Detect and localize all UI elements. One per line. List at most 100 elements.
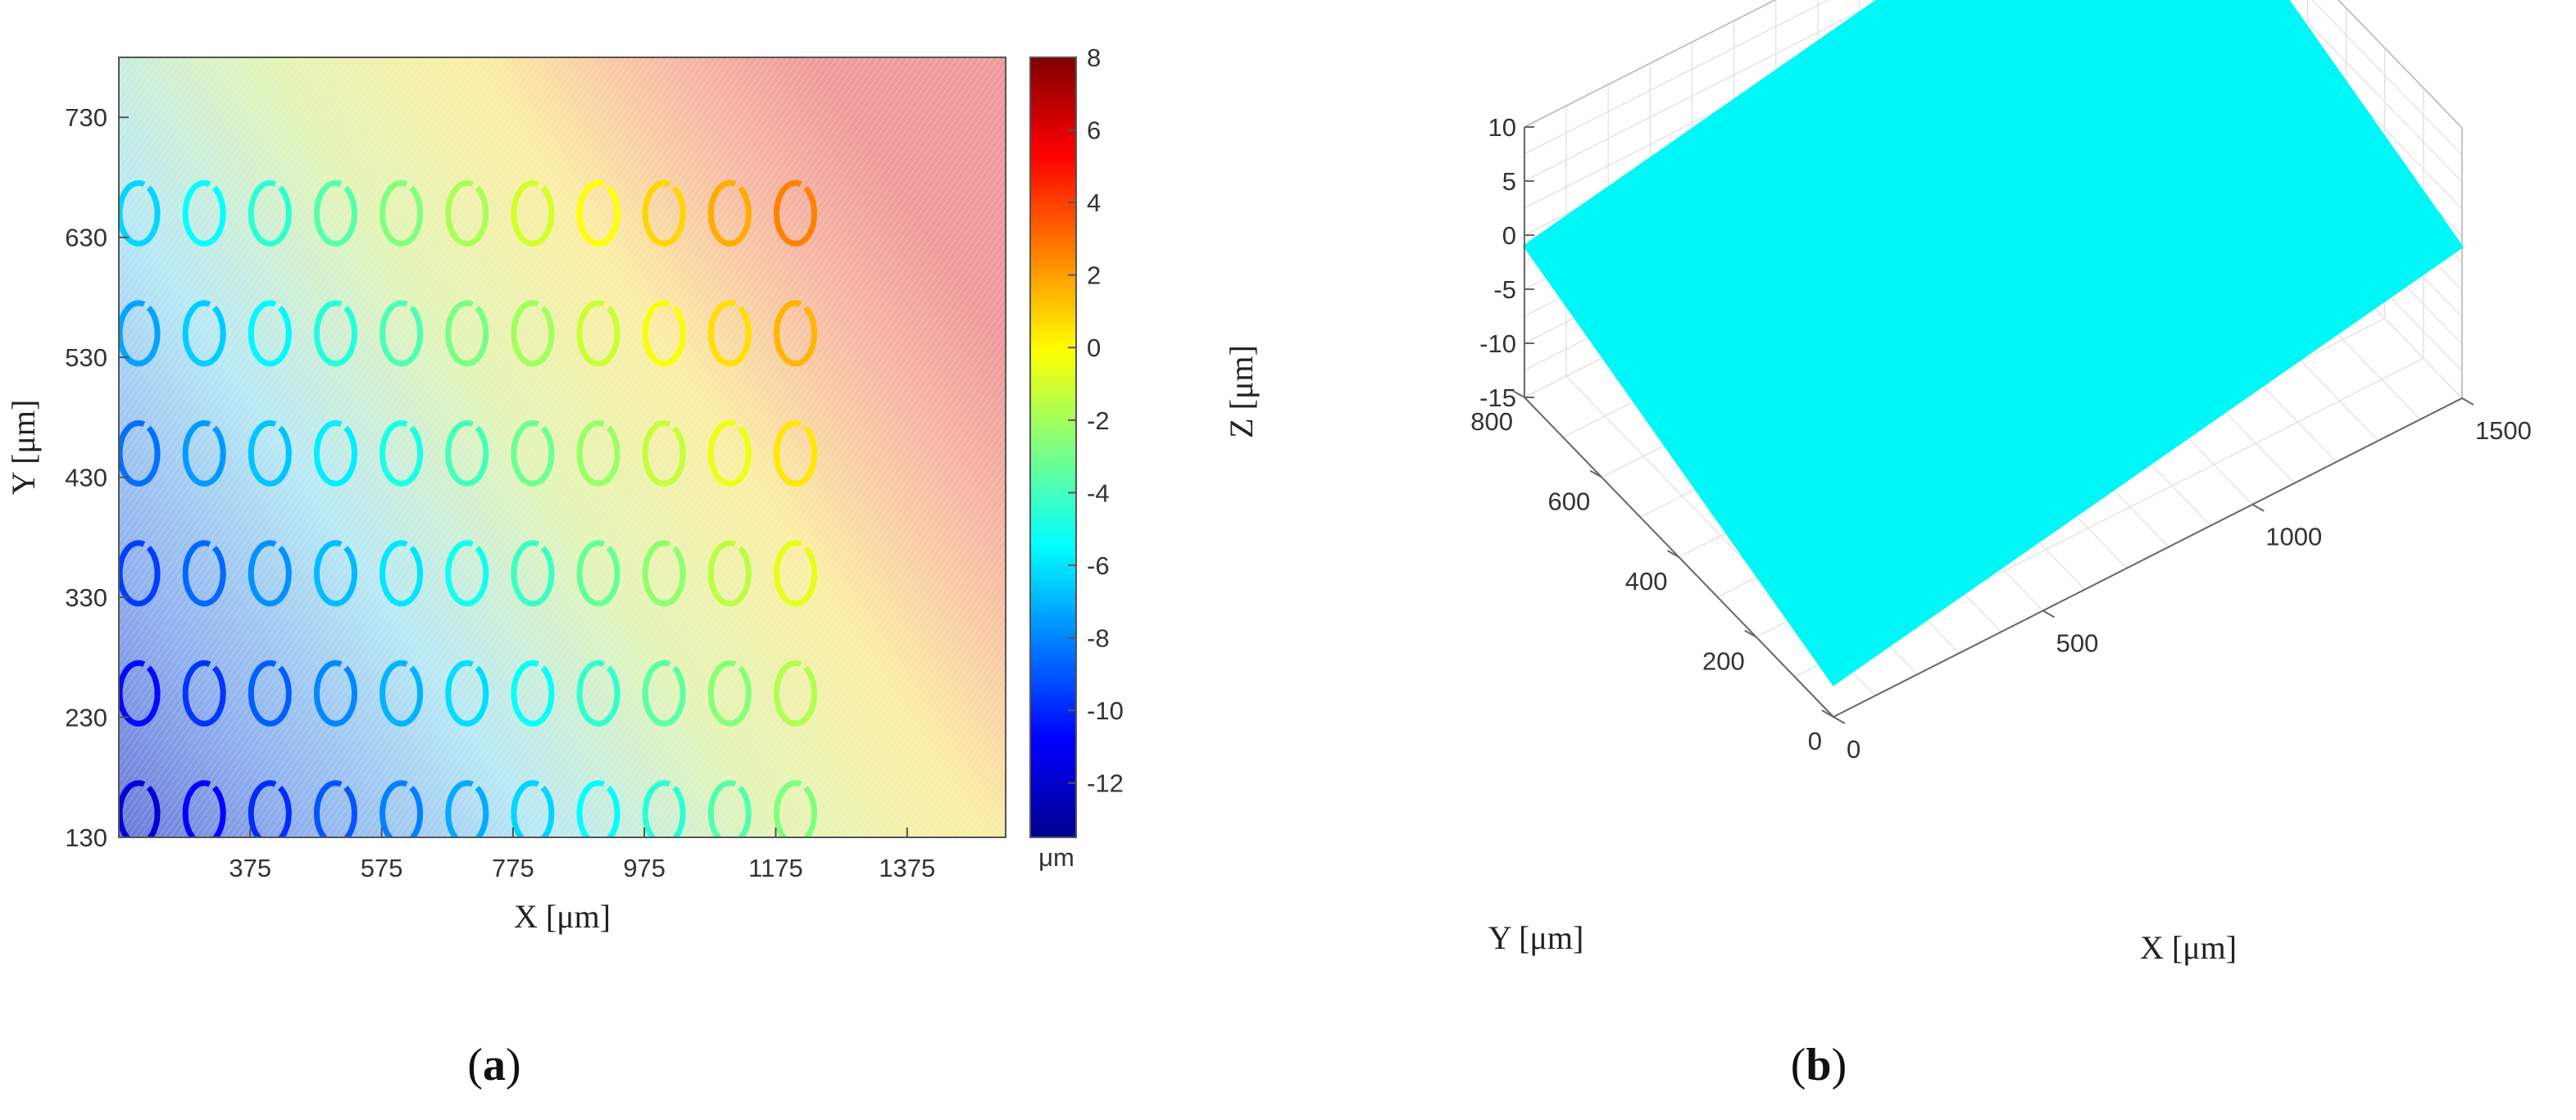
dimple-ring (707, 660, 752, 727)
dimple-ring (774, 780, 818, 837)
dimple-ring (313, 419, 357, 487)
dimple-ring (379, 780, 424, 837)
colorbar-tick-label: -6 (1087, 551, 1110, 580)
heatmap-texture (119, 57, 1006, 837)
dimple-ring (182, 300, 226, 367)
colorbar-tick-label: -2 (1087, 406, 1110, 435)
dimple-ring (774, 419, 818, 487)
dimple-ring (445, 780, 489, 837)
wall-top-edge (2337, 0, 2463, 129)
dimple-ring (445, 300, 489, 367)
colorbar-unit-label: μm (1038, 843, 1074, 872)
dimple-ring (511, 300, 555, 367)
dimple-ring (379, 179, 424, 247)
heatmap-x-label: X [μm] (514, 898, 611, 935)
heatmap-y-tick-label: 330 (65, 583, 107, 612)
dimple-ring (182, 179, 226, 247)
colorbar (1030, 57, 1076, 837)
colorbar-ticks: 8 6 4 2 0 -2 -4 -6 -8 -10 -12 (1068, 43, 1124, 798)
dimple-ring (511, 419, 555, 487)
heatmap-y-label: Y [μm] (5, 400, 42, 496)
y-tick-mark (1744, 629, 1757, 638)
surface3d-z-label: Z [μm] (1223, 345, 1260, 438)
heatmap-x-tick-label: 775 (492, 854, 534, 882)
dimple-ring (576, 660, 620, 727)
dimple-ring (707, 300, 752, 367)
x-tick-label: 500 (2056, 628, 2099, 657)
dimple-ring (511, 540, 555, 607)
y-tick-mark (1821, 710, 1834, 718)
heatmap-y-tick-label: 530 (65, 343, 107, 372)
dimple-ring (642, 419, 686, 487)
heatmap-x-tick-label: 375 (229, 854, 271, 882)
y-tick-mark (1512, 390, 1525, 398)
wall-grid-line (2311, 0, 2463, 156)
x-tick-mark (2461, 397, 2474, 406)
surface3d-y-label: Y [μm] (1488, 919, 1584, 956)
dimple-ring (182, 540, 226, 607)
dimple-ring (313, 179, 357, 247)
heatmap-y-tick-label: 130 (65, 823, 107, 852)
dimple-ring (576, 419, 620, 487)
dimple-ring (119, 300, 161, 367)
dimple-ring (707, 419, 752, 487)
dimple-ring (379, 300, 424, 367)
dimple-ring (774, 540, 818, 607)
dimple-ring (182, 780, 226, 837)
heatmap-panel: 375 575 775 975 1175 1375 130 230 330 430 530 630 7… (5, 43, 1124, 935)
dimple-ring (182, 660, 226, 727)
colorbar-tick-label: -12 (1087, 769, 1124, 798)
colorbar-tick-label: -10 (1087, 696, 1124, 725)
y-tick-label: 400 (1625, 567, 1668, 596)
dimple-ring (642, 660, 686, 727)
colorbar-tick-label: 6 (1087, 116, 1101, 145)
dimple-ring (248, 780, 292, 837)
dimple-ring (707, 179, 752, 247)
x-axis-line (1833, 397, 2463, 718)
dimple-ring (119, 660, 161, 727)
dimple-ring (379, 419, 424, 487)
heatmap-x-ticks: 375 575 775 975 1175 1375 (229, 828, 935, 882)
heatmap-y-tick-label: 430 (65, 464, 107, 492)
heatmap-frame (118, 57, 1006, 838)
x-tick-mark (1833, 716, 1846, 724)
x-tick-label: 1500 (2475, 416, 2532, 445)
dimple-ring (248, 419, 292, 487)
dimple-ring (119, 780, 161, 837)
colorbar-frame (1029, 57, 1077, 838)
dimple-ring (445, 540, 489, 607)
dimple-ring (511, 780, 555, 837)
surface3d-x-ticks: 0 500 1000 1500 (1833, 397, 2532, 764)
colorbar-tick-label: 4 (1087, 188, 1101, 217)
heatmap-y-tick-label: 230 (65, 704, 107, 732)
colorbar-tick-label: 2 (1087, 261, 1101, 290)
dimple-array (119, 179, 818, 837)
dimple-ring (576, 179, 620, 247)
dimple-ring (313, 660, 357, 727)
dimple-ring (119, 179, 161, 247)
x-tick-label: 1000 (2265, 523, 2322, 551)
dimple-ring (445, 179, 489, 247)
dimple-ring (313, 300, 357, 367)
colorbar-tick-label: -4 (1087, 478, 1110, 507)
dimple-ring (707, 780, 752, 837)
dimple-ring (248, 540, 292, 607)
dimple-ring (313, 780, 357, 837)
heatmap-x-tick-label: 1175 (748, 854, 803, 882)
y-tick-label: 800 (1470, 407, 1513, 436)
dimple-ring (774, 179, 818, 247)
dimple-ring (445, 660, 489, 727)
wall-top-edge (1524, 0, 1777, 128)
y-tick-label: 200 (1702, 647, 1745, 676)
z-tick-label: -10 (1479, 329, 1516, 358)
dimple-ring (774, 300, 818, 367)
dimple-ring (511, 179, 555, 247)
wall-grid-line (1524, 0, 1883, 182)
z-tick-label: 0 (1502, 221, 1516, 250)
heatmap-y-tick-label: 630 (65, 224, 107, 252)
caption-a: (a) (467, 1040, 520, 1091)
caption-b: (b) (1791, 1040, 1847, 1091)
z-tick-label: -5 (1493, 275, 1516, 304)
surface3d-plane (1522, 0, 2465, 687)
y-tick-mark (1666, 550, 1679, 558)
